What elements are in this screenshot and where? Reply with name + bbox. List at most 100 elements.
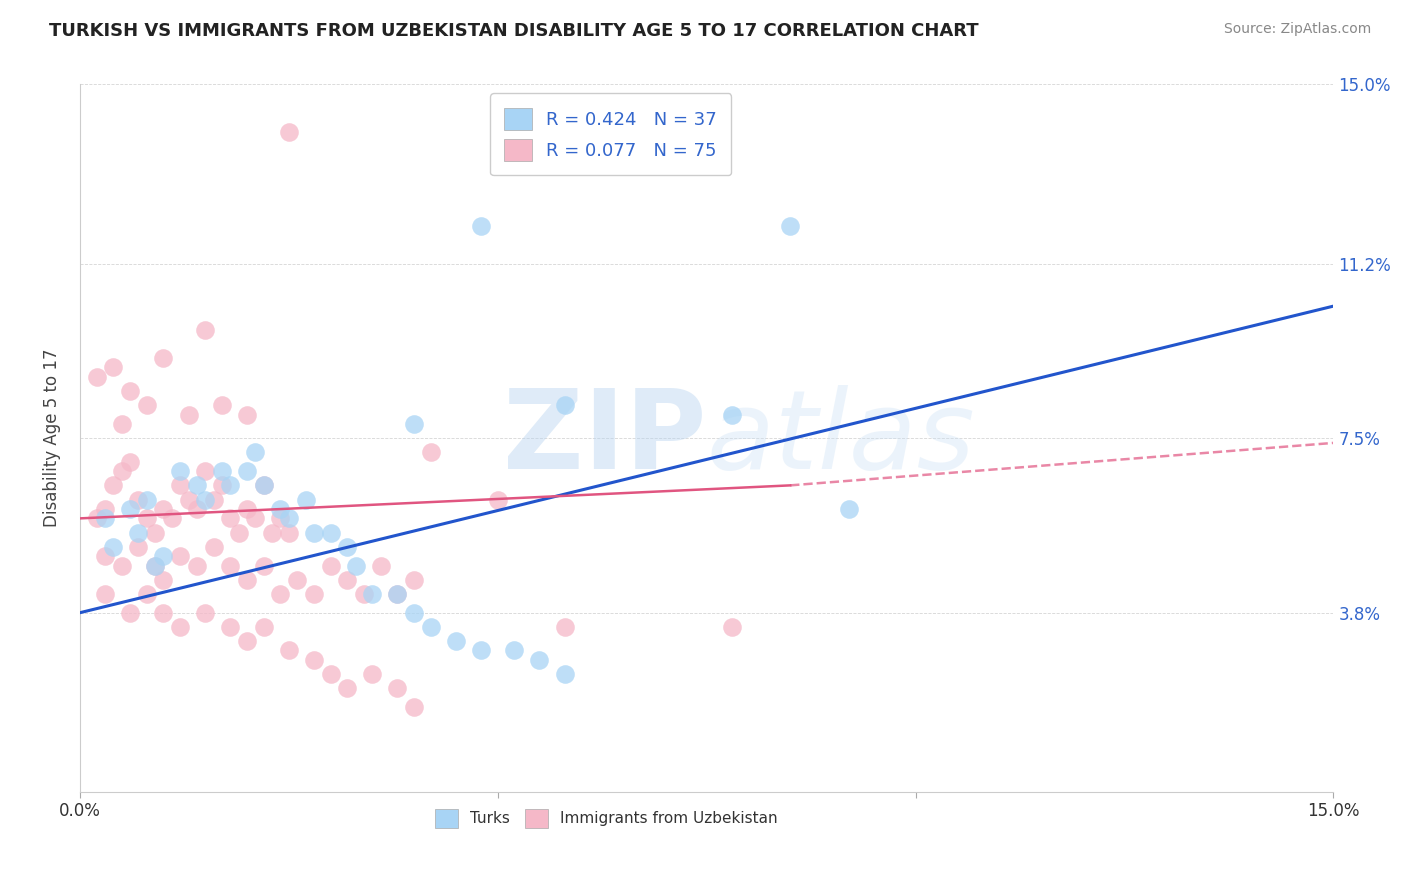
Text: atlas: atlas: [707, 384, 976, 491]
Point: [186, 558, 208, 573]
Point: [302, 525, 325, 540]
Point: [387, 681, 409, 696]
Point: [186, 502, 208, 516]
Point: [111, 558, 134, 573]
Legend: Turks, Immigrants from Uzbekistan: Turks, Immigrants from Uzbekistan: [429, 803, 785, 834]
Point: [118, 606, 141, 620]
Point: [720, 408, 742, 422]
Point: [344, 558, 367, 573]
Point: [269, 587, 291, 601]
Point: [202, 492, 225, 507]
Point: [779, 219, 801, 233]
Point: [554, 667, 576, 681]
Point: [118, 455, 141, 469]
Point: [135, 511, 157, 525]
Point: [269, 502, 291, 516]
Point: [294, 492, 316, 507]
Point: [169, 620, 191, 634]
Point: [219, 558, 242, 573]
Point: [211, 478, 233, 492]
Point: [194, 606, 217, 620]
Point: [152, 502, 174, 516]
Point: [838, 502, 860, 516]
Point: [211, 464, 233, 478]
Point: [529, 653, 551, 667]
Point: [152, 606, 174, 620]
Point: [177, 492, 200, 507]
Point: [152, 573, 174, 587]
Point: [319, 667, 342, 681]
Point: [194, 492, 217, 507]
Text: TURKISH VS IMMIGRANTS FROM UZBEKISTAN DISABILITY AGE 5 TO 17 CORRELATION CHART: TURKISH VS IMMIGRANTS FROM UZBEKISTAN DI…: [49, 22, 979, 40]
Point: [143, 525, 166, 540]
Point: [336, 573, 359, 587]
Point: [111, 464, 134, 478]
Point: [94, 549, 117, 563]
Point: [361, 667, 384, 681]
Point: [135, 398, 157, 412]
Point: [387, 587, 409, 601]
Point: [127, 525, 149, 540]
Point: [127, 492, 149, 507]
Point: [219, 511, 242, 525]
Point: [336, 681, 359, 696]
Point: [370, 558, 392, 573]
Point: [236, 502, 259, 516]
Point: [127, 540, 149, 554]
Point: [236, 634, 259, 648]
Point: [94, 587, 117, 601]
Y-axis label: Disability Age 5 to 17: Disability Age 5 to 17: [44, 349, 60, 527]
Point: [160, 511, 183, 525]
Point: [285, 573, 308, 587]
Point: [177, 408, 200, 422]
Point: [419, 620, 441, 634]
Point: [94, 502, 117, 516]
Point: [219, 620, 242, 634]
Point: [277, 525, 299, 540]
Point: [419, 445, 441, 459]
Point: [444, 634, 467, 648]
Point: [86, 511, 108, 525]
Point: [86, 370, 108, 384]
Point: [228, 525, 250, 540]
Point: [387, 587, 409, 601]
Point: [169, 478, 191, 492]
Point: [111, 417, 134, 431]
Point: [143, 558, 166, 573]
Point: [236, 408, 259, 422]
Point: [118, 502, 141, 516]
Point: [302, 587, 325, 601]
Point: [103, 478, 125, 492]
Point: [135, 587, 157, 601]
Point: [211, 398, 233, 412]
Point: [94, 511, 117, 525]
Point: [253, 478, 276, 492]
Point: [245, 511, 267, 525]
Text: Source: ZipAtlas.com: Source: ZipAtlas.com: [1223, 22, 1371, 37]
Point: [554, 398, 576, 412]
Point: [253, 620, 276, 634]
Point: [404, 417, 426, 431]
Point: [236, 573, 259, 587]
Point: [319, 558, 342, 573]
Point: [169, 549, 191, 563]
Point: [186, 478, 208, 492]
Point: [470, 643, 492, 657]
Point: [103, 540, 125, 554]
Point: [404, 700, 426, 714]
Point: [152, 549, 174, 563]
Point: [720, 620, 742, 634]
Point: [554, 620, 576, 634]
Point: [152, 351, 174, 365]
Point: [194, 464, 217, 478]
Point: [277, 125, 299, 139]
Point: [404, 606, 426, 620]
Point: [486, 492, 509, 507]
Point: [245, 445, 267, 459]
Point: [277, 643, 299, 657]
Point: [135, 492, 157, 507]
Point: [169, 464, 191, 478]
Point: [194, 323, 217, 337]
Point: [253, 478, 276, 492]
Point: [219, 478, 242, 492]
